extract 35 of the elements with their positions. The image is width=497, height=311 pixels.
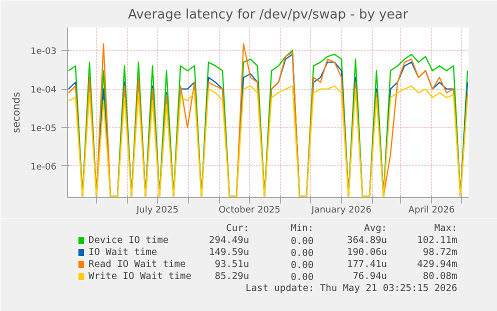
text: Max:: [434, 223, 458, 234]
x-tick-label: April 2026: [408, 206, 455, 216]
text: Min:: [290, 223, 314, 234]
text: 76.94u: [352, 271, 388, 282]
x-tick-label: July 2025: [136, 206, 178, 216]
chart-title: Average latency for /dev/pv/swap - by year: [128, 8, 409, 22]
text: Avg:: [364, 223, 388, 234]
text: 98.72m: [422, 247, 458, 258]
text: Last update: Thu May 21 03:25:15 2026: [246, 283, 458, 294]
legend-label: Device IO time: [88, 235, 169, 246]
text: 364.89u: [346, 235, 388, 246]
text: Cur:: [226, 223, 250, 234]
text: 0.00: [290, 236, 314, 247]
text: 80.08m: [422, 271, 458, 282]
y-tick-label: 1e-05: [30, 124, 57, 134]
text: 190.06u: [346, 247, 388, 258]
text: 102.11m: [417, 235, 458, 246]
y-axis-title: seconds: [12, 92, 23, 133]
text: 149.59u: [209, 247, 250, 258]
text: 0.00: [290, 272, 314, 283]
y-tick-label: 1e-03: [30, 47, 57, 58]
legend-label: Write IO Wait time: [88, 271, 192, 282]
text: 177.41u: [346, 259, 388, 270]
text: 0.00: [290, 248, 314, 259]
text: 85.29u: [214, 271, 250, 282]
legend-label: Read IO Wait time: [88, 259, 186, 270]
text: 0.00: [290, 260, 314, 271]
x-tick-label: October 2025: [218, 206, 280, 216]
text: 294.49u: [209, 235, 250, 246]
y-tick-label: 1e-06: [30, 162, 57, 172]
text: 93.51u: [214, 259, 250, 270]
legend-label: IO Wait time: [88, 247, 158, 258]
text: 429.94m: [417, 259, 458, 270]
y-tick-label: 1e-04: [30, 86, 57, 96]
x-tick-label: January 2026: [310, 206, 372, 216]
